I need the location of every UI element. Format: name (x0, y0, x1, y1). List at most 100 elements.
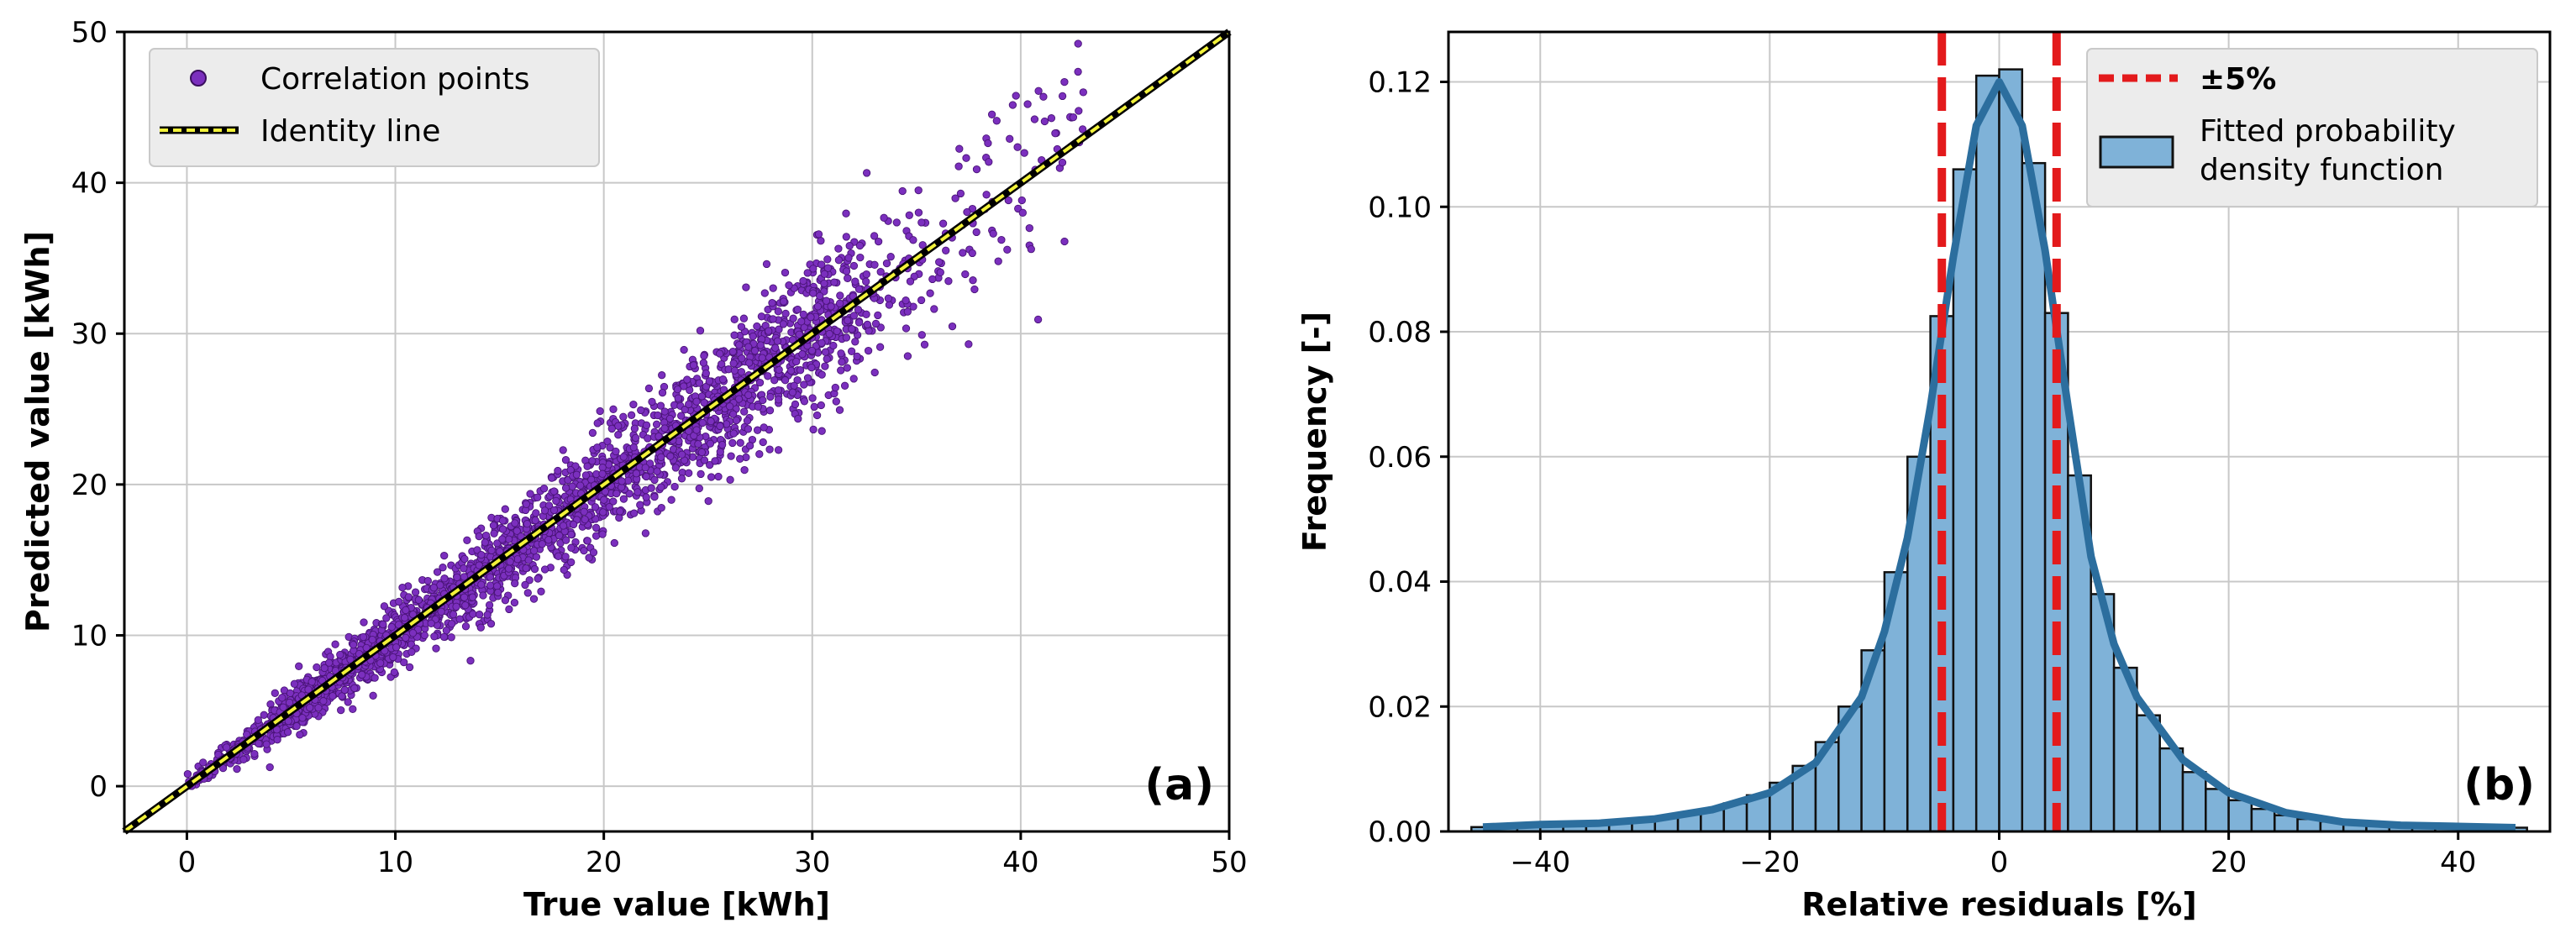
scatter-point (803, 269, 812, 277)
scatter-point (982, 191, 991, 199)
scatter-point (807, 312, 815, 322)
scatter-point (526, 490, 534, 498)
scatter-point (336, 650, 344, 659)
scatter-point (599, 508, 607, 517)
y-tick-label: 50 (71, 16, 108, 50)
scatter-point (864, 346, 873, 355)
scatter-point (745, 359, 754, 367)
scatter-point (644, 384, 654, 393)
scatter-point (1008, 101, 1017, 109)
scatter-point (665, 414, 675, 423)
scatter-point (273, 736, 281, 744)
scatter-point (460, 593, 469, 601)
scatter-point (630, 509, 639, 517)
scatter-point (581, 515, 589, 524)
scatter-point (439, 632, 449, 642)
scatter-point (562, 536, 570, 544)
scatter-point (632, 469, 641, 478)
legend-marker-pdf (2099, 135, 2174, 169)
identity-line (122, 29, 1232, 835)
plot-frame-a (123, 30, 1231, 833)
scatter-point (461, 622, 471, 631)
scatter-point (803, 374, 812, 382)
scatter-point (400, 613, 409, 622)
scatter-point (989, 229, 997, 238)
scatter-point (758, 354, 766, 362)
scatter-point (648, 397, 656, 406)
scatter-point (618, 477, 626, 485)
scatter-point (616, 507, 624, 516)
scatter-point (754, 402, 762, 411)
scatter-point (544, 536, 553, 544)
scatter-point (447, 620, 456, 628)
scatter-point (285, 698, 294, 707)
scatter-point (780, 297, 788, 306)
scatter-point (844, 254, 853, 262)
scatter-point (580, 546, 588, 555)
scatter-point (823, 264, 833, 272)
scatter-point (874, 311, 882, 320)
scatter-point (398, 583, 407, 592)
scatter-point (827, 302, 835, 311)
legend-a: Correlation points Identity line (149, 48, 600, 167)
ticks-b: −40 −20 0 20 40 0.00 0.02 0.04 0.06 0.08 0.10 0.12 (1368, 66, 2476, 880)
scatter-point (475, 561, 483, 569)
scatter-point (554, 466, 562, 475)
scatter-point (825, 329, 833, 338)
scatter-point (954, 162, 963, 170)
scatter-point (817, 237, 825, 245)
scatter-point (633, 488, 642, 496)
scatter-point (598, 530, 607, 538)
scatter-point (835, 299, 844, 307)
histogram-bar (2250, 807, 2276, 833)
scatter-point (340, 685, 349, 695)
y-tick-label: 10 (71, 619, 108, 653)
x-tick-label: 40 (1002, 846, 1038, 879)
scatter-point (831, 383, 839, 392)
scatter-point (532, 509, 540, 517)
scatter-point (530, 564, 539, 574)
scatter-point (615, 513, 623, 522)
scatter-point (511, 519, 519, 527)
scatter-point (832, 397, 840, 406)
scatter-point (856, 253, 865, 262)
scatter-point (481, 531, 491, 540)
scatter-point (432, 644, 440, 653)
scatter-point (567, 558, 576, 567)
scatter-point (658, 371, 666, 380)
scatter-point (870, 232, 879, 240)
scatter-point (738, 354, 746, 363)
scatter-point (475, 611, 484, 619)
scatter-point (369, 691, 377, 700)
scatter-point (506, 558, 514, 566)
scatter-point (984, 139, 992, 148)
scatter-point (468, 593, 477, 601)
scatter-point (917, 296, 926, 305)
scatter-point (972, 228, 980, 237)
scatter-point (647, 484, 655, 492)
scatter-point (650, 475, 659, 485)
scatter-point (963, 207, 971, 217)
scatter-point (820, 279, 828, 288)
scatter-point (414, 595, 423, 604)
scatter-point (698, 418, 707, 427)
scatter-point (1030, 115, 1039, 123)
scatter-point (389, 653, 397, 662)
scatter-point (1058, 92, 1067, 101)
scatter-point (637, 406, 645, 415)
scatter-point (842, 267, 851, 275)
scatter-point (694, 440, 702, 448)
scatter-point (785, 281, 793, 290)
scatter-point (848, 325, 856, 333)
scatter-point (627, 411, 636, 419)
scatter-point (537, 587, 545, 595)
scatter-point (1074, 67, 1082, 76)
scatter-point (666, 452, 675, 460)
scatter-point (706, 439, 715, 448)
scatter-point (481, 538, 489, 547)
scatter-point (962, 154, 970, 162)
scatter-point (658, 388, 667, 397)
y-tick-label: 0.02 (1368, 690, 1432, 724)
scatter-point (487, 546, 496, 555)
scatter-point (696, 327, 705, 335)
